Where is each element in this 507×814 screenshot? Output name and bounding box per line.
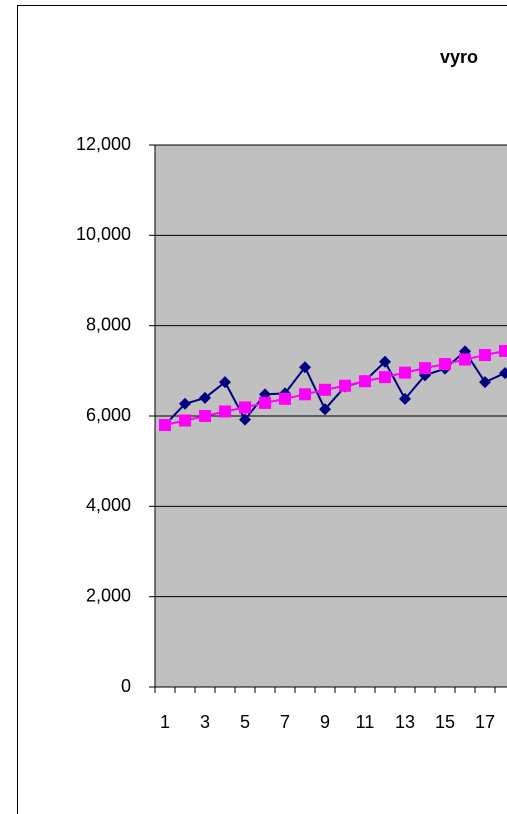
marker bbox=[299, 388, 311, 401]
y-tick-label: 10,000 bbox=[76, 224, 131, 244]
marker bbox=[399, 366, 411, 379]
y-tick-label: 2,000 bbox=[86, 585, 131, 605]
y-tick-label: 8,000 bbox=[86, 314, 131, 334]
marker bbox=[219, 376, 231, 389]
marker bbox=[319, 383, 331, 396]
marker bbox=[499, 367, 507, 380]
marker bbox=[439, 358, 451, 371]
x-tick-label: 9 bbox=[320, 712, 330, 732]
x-tick-label: 11 bbox=[356, 712, 375, 732]
chart-title: vyro bbox=[440, 47, 478, 67]
marker bbox=[479, 349, 491, 362]
marker bbox=[159, 419, 171, 432]
marker bbox=[239, 401, 251, 414]
marker bbox=[339, 379, 351, 392]
x-tick-label: 15 bbox=[435, 712, 455, 732]
marker bbox=[239, 413, 251, 426]
marker bbox=[319, 403, 331, 416]
marker bbox=[219, 405, 231, 418]
x-tick-label: 1 bbox=[160, 712, 170, 732]
marker bbox=[479, 376, 491, 389]
marker bbox=[459, 353, 471, 366]
marker bbox=[379, 371, 391, 384]
marker bbox=[199, 391, 211, 404]
marker bbox=[259, 396, 271, 409]
marker bbox=[279, 392, 291, 405]
marker bbox=[379, 355, 391, 368]
x-tick-label: 3 bbox=[200, 712, 210, 732]
x-tick-label: 17 bbox=[475, 712, 495, 732]
marker bbox=[359, 375, 371, 388]
marker bbox=[419, 362, 431, 375]
y-tick-label: 0 bbox=[121, 676, 131, 696]
marker bbox=[179, 397, 191, 410]
marker bbox=[499, 344, 507, 357]
marker bbox=[399, 392, 411, 405]
x-tick-label: 5 bbox=[240, 712, 250, 732]
x-tick-label: 13 bbox=[395, 712, 415, 732]
y-tick-label: 6,000 bbox=[86, 405, 131, 425]
marker bbox=[299, 361, 311, 374]
y-tick-label: 4,000 bbox=[86, 495, 131, 515]
x-tick-label: 7 bbox=[280, 712, 290, 732]
y-tick-label: 12,000 bbox=[76, 134, 131, 154]
marker bbox=[199, 410, 211, 422]
marker bbox=[179, 414, 191, 427]
